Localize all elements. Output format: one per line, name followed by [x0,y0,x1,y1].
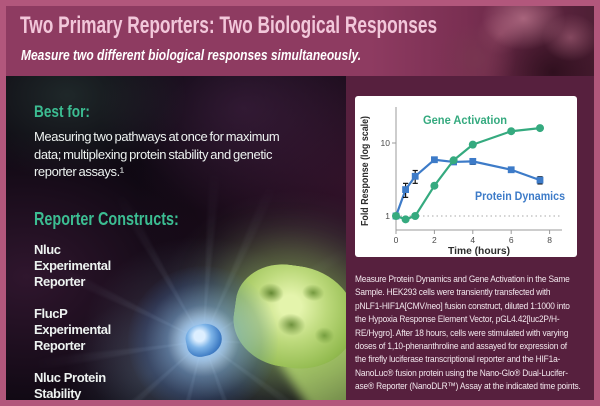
figure-caption-line: RE/Hygro]. After 18 hours, cells were st… [355,327,569,339]
x-tick-label: 4 [470,235,475,245]
chart-container: 0 2 4 6 8 1 10 Time (hours) Fold Response (log s… [355,96,577,257]
x-tick-label: 6 [509,235,514,245]
best-for-text-line: data; multiplexing protein stability and… [34,146,273,162]
figure-caption-line: the Hypoxia Response Element Vector, pGL… [355,314,560,326]
figure-caption-line: Measure Protein Dynamics and Gene Activa… [355,274,570,285]
data-point-square [431,156,438,164]
cell-cluster-image [6,6,594,76]
figure-caption-line: doses of 1,10-phenanthroline and assayed… [355,341,567,353]
figure-caption-line: NanoLuc® fusion protein using the Nano-G… [355,367,568,379]
data-point-circle [507,127,516,136]
y-tick-label: 10 [381,138,391,148]
page-subtitle: Measure two different biological respons… [21,47,362,64]
data-point-circle [468,140,477,149]
x-tick-label: 0 [394,235,399,245]
data-point-square [507,166,515,174]
data-point-circle [449,156,458,165]
figure-caption-line: Sample. HEK293 cells were transiently tr… [355,287,551,299]
data-point-square [536,176,544,184]
series-label: Protein Dynamics [475,191,565,203]
dual-reporter-chart: 0 2 4 6 8 1 10 Time (hours) Fold Response (log s… [360,107,565,257]
left-artwork-panel: Best for: Measuring two pathways at once… [6,76,346,400]
reporter-constructs-heading: Reporter Constructs: [34,209,179,229]
reporter-constructs-list-line: Nluc Experimental Reporter [34,242,111,289]
right-panel: 0 2 4 6 8 1 10 Time (hours) Fold Response (log s… [346,76,594,400]
x-tick-label: 8 [547,235,552,245]
y-tick-label: 1 [385,211,390,221]
data-point-circle [392,212,400,220]
figure-caption: Measure Protein Dynamics and Gene Activa… [355,273,584,394]
data-point-circle [401,215,410,224]
data-point-square [402,186,409,193]
series-line [394,158,541,217]
data-point-square [411,172,419,180]
reporter-constructs-list: Nluc Experimental Reporter FlucP Experime… [34,242,111,400]
x-axis-title: Time (hours) [448,246,510,257]
data-point-square [469,157,477,165]
page-title: Two Primary Reporters: Two Biological Re… [20,12,438,39]
y-axis-title: Fold Response (log scale) [360,116,371,226]
figure-caption-line: ase® Reporter (NanoDLR™) Assay at the in… [355,381,581,393]
reporter-constructs-list-line: FlucP Experimental Reporter [34,306,111,353]
header: Two Primary Reporters: Two Biological Re… [6,6,594,76]
best-for-text: Measuring two pathways at once for maxim… [34,128,280,181]
best-for-text-line: Measuring two pathways at once for maxim… [34,129,280,144]
data-point-circle [411,212,420,220]
figure-caption-line: the firefly luciferase transcriptional r… [355,354,561,366]
data-point-circle [430,181,439,190]
reporter-constructs-list-line: Nluc Protein Stability Reporter [34,370,106,400]
content-area: Best for: Measuring two pathways at once… [6,76,594,400]
x-tick-label: 2 [432,235,437,245]
data-point-circle [536,124,544,133]
best-for-text-line: reporter assays.¹ [34,164,124,179]
figure-caption-line: pNLF1-HIF1A[CMV/neo] fusion construct, d… [355,300,570,312]
best-for-heading: Best for: [34,102,90,121]
series-label: Gene Activation [423,115,507,127]
